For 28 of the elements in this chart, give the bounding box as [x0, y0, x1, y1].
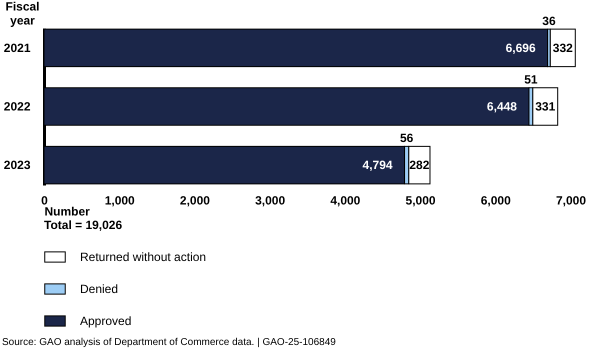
data-label: 6,696 — [506, 40, 536, 55]
x-tick-label: 7,000 — [556, 194, 586, 208]
x-axis-title: Number — [44, 204, 90, 218]
text: Total = 19,026 — [44, 218, 122, 232]
x-tick-label: 6,000 — [480, 194, 512, 208]
x-tick-label: 5,000 — [406, 194, 436, 208]
source-note: Source: GAO analysis of Department of Commerce data. | GAO-25-106849 — [2, 337, 336, 348]
y-tick-label: 2021 — [4, 40, 31, 55]
data-label: 332 — [552, 40, 574, 55]
x-tick-label: 0 — [41, 194, 48, 208]
data-label: 331 — [535, 100, 556, 114]
y-tick-label: 2023 — [4, 158, 31, 172]
data-label: 56 — [400, 131, 414, 146]
x-tick-label: 3,000 — [255, 194, 286, 208]
x-tick-label: 2,000 — [180, 194, 210, 208]
legend-label: Approved — [80, 314, 132, 328]
legend-label: Denied — [80, 282, 118, 296]
data-label: 282 — [409, 158, 430, 172]
y-axis-title: Fiscal year — [5, 0, 40, 28]
bar — [550, 28, 576, 68]
data-label: 4,794 — [362, 158, 393, 172]
x-tick-label: 4,000 — [330, 194, 361, 208]
data-label: 6,448 — [486, 100, 518, 114]
x-tick-label: 1,000 — [104, 194, 136, 208]
y-tick-label: 2022 — [4, 100, 31, 114]
data-label: 36 — [542, 14, 556, 28]
legend-label: Returned without action — [80, 250, 206, 264]
data-label: 51 — [524, 72, 538, 86]
